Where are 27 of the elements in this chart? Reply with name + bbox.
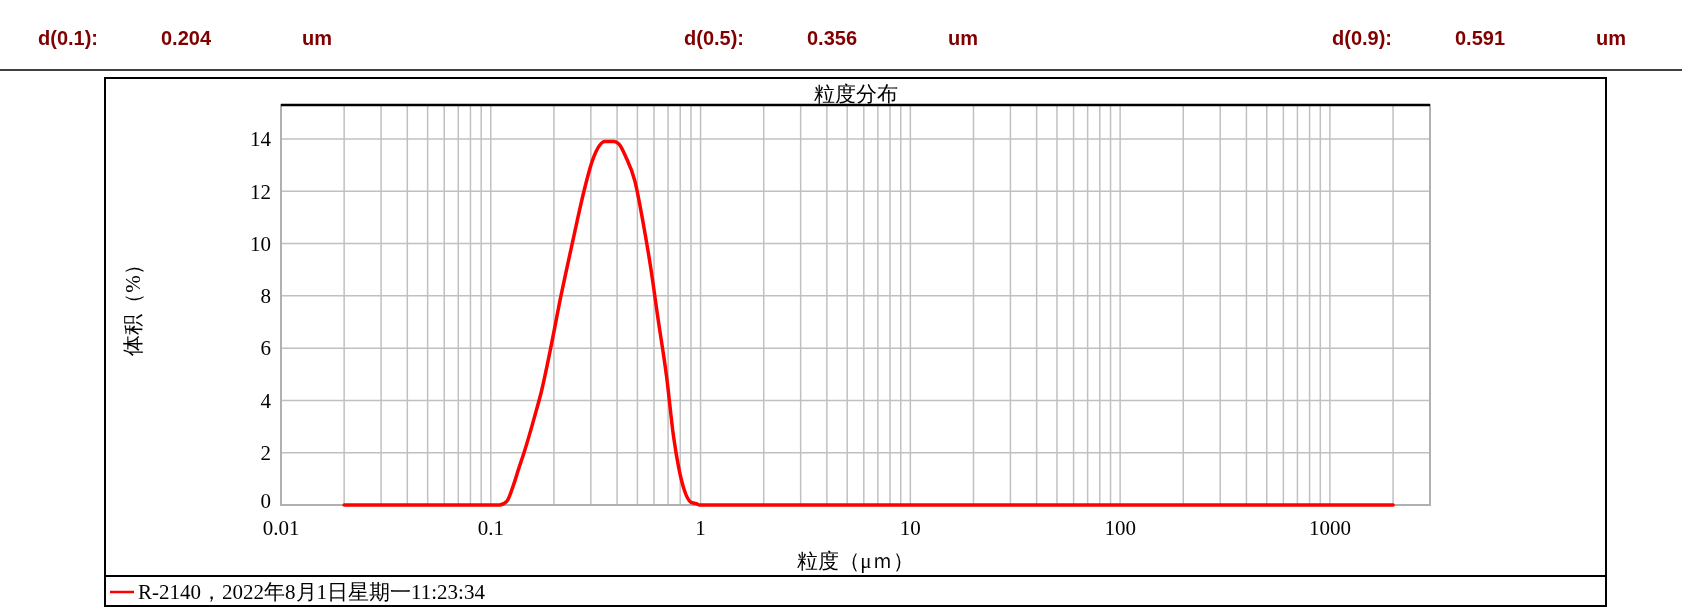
legend-label: R-2140，2022年8月1日星期一11:23:34 bbox=[138, 580, 486, 605]
y-axis-title: 体积（%） bbox=[121, 254, 145, 356]
y-tick-label: 14 bbox=[250, 127, 272, 152]
text: d(0.1): bbox=[38, 27, 98, 49]
y-tick-label: 0 bbox=[260, 489, 271, 514]
x-tick-label: 100 bbox=[1104, 516, 1136, 540]
y-tick-label: 6 bbox=[260, 336, 271, 361]
y-tick-label: 10 bbox=[250, 231, 271, 256]
chart-title: 粒度分布 bbox=[813, 82, 898, 106]
x-tick-label: 0.01 bbox=[262, 516, 300, 540]
text: um bbox=[302, 27, 332, 49]
text: 0.356 bbox=[807, 27, 858, 49]
x-tick-label: 0.1 bbox=[477, 516, 504, 540]
y-tick-label: 4 bbox=[260, 388, 272, 413]
text: 0.204 bbox=[161, 27, 212, 49]
text: um bbox=[948, 27, 978, 49]
y-tick-label: 2 bbox=[260, 441, 271, 466]
text: um bbox=[1596, 27, 1626, 49]
x-tick-label: 1 bbox=[695, 516, 706, 540]
text: d(0.5): bbox=[684, 27, 744, 49]
text: 0.591 bbox=[1455, 27, 1506, 49]
y-tick-label: 8 bbox=[260, 284, 271, 309]
text: d(0.9): bbox=[1332, 27, 1392, 49]
x-tick-label: 1000 bbox=[1308, 516, 1351, 540]
x-axis-title: 粒度（μｍ） bbox=[797, 549, 914, 573]
x-tick-label: 10 bbox=[899, 516, 921, 540]
y-tick-label: 12 bbox=[250, 179, 271, 204]
